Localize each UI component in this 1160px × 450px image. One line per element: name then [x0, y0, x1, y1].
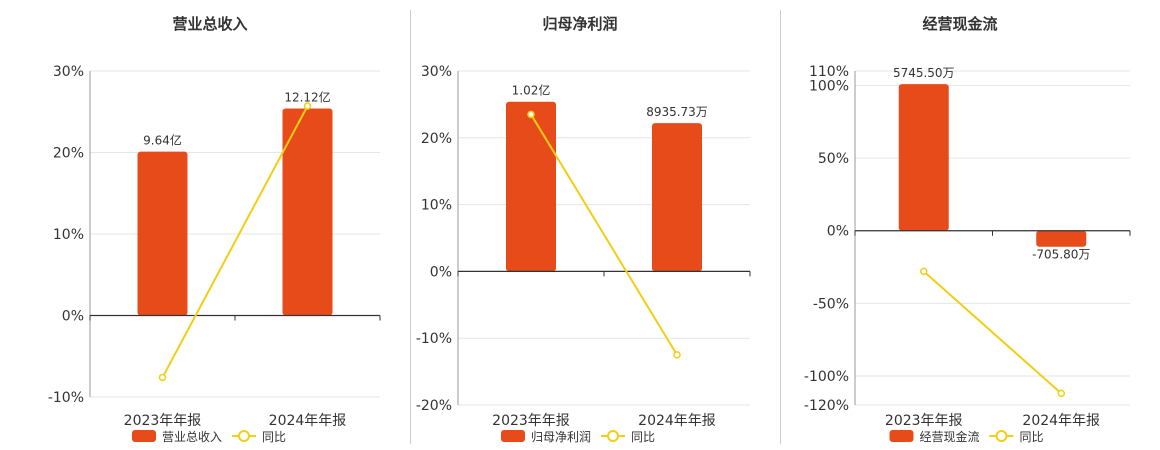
y-tick-label: 0%	[62, 309, 84, 325]
bar-value-label: 12.12亿	[284, 89, 330, 104]
bar	[506, 101, 556, 272]
y-tick-label: 110%	[809, 64, 849, 80]
yoy-point	[920, 267, 928, 276]
yoy-point	[158, 373, 167, 382]
y-tick-label: -10%	[416, 331, 452, 347]
y-tick-label: 30%	[421, 64, 452, 80]
y-tick-label: 20%	[421, 131, 452, 147]
chart-divider	[780, 10, 781, 444]
chart-panel-net-profit: 归母净利润 30% 20% 10% 0% -10% -20% 1.02亿 8935.73万 202…	[410, 0, 780, 450]
yoy-line	[161, 105, 309, 378]
legend-line-label: 同比	[262, 430, 286, 444]
y-tick-label: -120%	[804, 398, 849, 414]
bar	[137, 151, 188, 316]
legend-bar-swatch	[889, 430, 914, 442]
yoy-point	[303, 102, 312, 110]
bar	[282, 108, 333, 316]
legend-line-label: 同比	[1020, 430, 1044, 444]
y-tick-label: 10%	[421, 198, 452, 214]
bar-value-label: 8935.73万	[646, 105, 708, 119]
bar-value-label: -705.80万	[1032, 248, 1090, 262]
bar-value-label: 9.64亿	[143, 133, 182, 148]
legend-line-marker	[238, 430, 250, 442]
chart-svg: 归母净利润 30% 20% 10% 0% -10% -20% 1.02亿 8935.73万 202…	[416, 15, 751, 444]
y-tick-label: 30%	[53, 64, 84, 80]
yoy-line	[923, 270, 1062, 395]
x-category-label: 2024年年报	[1022, 413, 1100, 429]
y-tick-label: 50%	[818, 151, 849, 167]
yoy-point	[673, 351, 681, 359]
y-tick-label: -50%	[813, 296, 849, 312]
legend-line-marker	[607, 430, 619, 442]
y-tick-label: -10%	[48, 390, 84, 406]
y-tick-label: 20%	[53, 146, 84, 162]
y-tick-label: 0%	[827, 224, 849, 240]
y-tick-label: 10%	[53, 227, 84, 243]
y-tick-label: -100%	[804, 369, 849, 385]
yoy-point	[527, 110, 535, 119]
legend-line-marker	[995, 430, 1008, 442]
chart-svg: 营业总收入 30% 20% 10% 0% -10% 9.64亿 12.12亿 2023年年报 20…	[48, 15, 381, 444]
chart-divider	[410, 10, 411, 444]
x-category-label: 2023年年报	[124, 413, 202, 429]
bar-value-label: 5745.50万	[893, 66, 955, 80]
chart-title: 经营现金流	[922, 15, 997, 33]
chart-title: 营业总收入	[172, 15, 247, 33]
y-tick-label: 100%	[809, 79, 849, 95]
bar	[898, 84, 949, 231]
bar	[1036, 230, 1087, 247]
legend-bar-swatch	[132, 430, 156, 442]
chart-panel-cash-flow: 经营现金流 110% 100% 50% 0% -50% -100% -120% 5745.50万…	[780, 0, 1160, 450]
y-tick-label: 0%	[430, 264, 452, 280]
yoy-point	[1057, 389, 1065, 398]
chart-svg: 经营现金流 110%100% 50% 0% -50% -100% -120% 5745.50万…	[804, 15, 1131, 444]
x-category-label: 2023年年报	[885, 413, 963, 429]
legend-bar-swatch	[501, 430, 525, 442]
bar	[652, 123, 702, 272]
legend-bar-label: 营业总收入	[162, 430, 222, 444]
x-category-label: 2023年年报	[492, 413, 570, 429]
chart-title: 归母净利润	[542, 15, 617, 33]
x-category-label: 2024年年报	[269, 413, 347, 429]
yoy-line	[530, 113, 678, 356]
legend-bar-label: 经营现金流	[920, 429, 980, 444]
bar-value-label: 1.02亿	[512, 83, 551, 98]
y-tick-label: -20%	[416, 398, 452, 414]
chart-panel-revenue: 营业总收入 30% 20% 10% 0% -10% 9.64亿 12.12亿 2023年年报 20…	[0, 0, 410, 450]
legend-bar-label: 归母净利润	[531, 430, 591, 444]
x-category-label: 2024年年报	[638, 413, 716, 429]
legend-line-label: 同比	[631, 430, 655, 444]
